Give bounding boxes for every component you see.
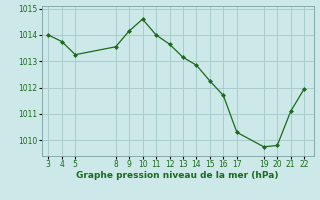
X-axis label: Graphe pression niveau de la mer (hPa): Graphe pression niveau de la mer (hPa) bbox=[76, 171, 279, 180]
